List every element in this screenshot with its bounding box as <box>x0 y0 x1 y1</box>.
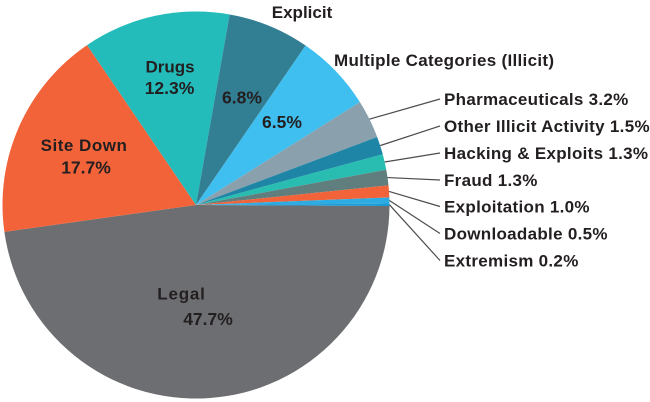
svg-text:Drugs: Drugs <box>145 58 194 77</box>
svg-text:6.8%: 6.8% <box>222 88 262 108</box>
svg-text:Other Illicit Activity 1.5%: Other Illicit Activity 1.5% <box>444 117 650 136</box>
svg-text:Legal: Legal <box>157 285 205 304</box>
svg-text:Pharmaceuticals 3.2%: Pharmaceuticals 3.2% <box>444 90 629 109</box>
svg-text:Extremism 0.2%: Extremism 0.2% <box>444 252 579 271</box>
svg-text:6.5%: 6.5% <box>262 112 302 132</box>
svg-text:Multiple Categories (Illicit): Multiple Categories (Illicit) <box>334 51 554 70</box>
svg-text:Downloadable 0.5%: Downloadable 0.5% <box>444 225 608 244</box>
svg-text:Hacking & Exploits 1.3%: Hacking & Exploits 1.3% <box>444 144 648 163</box>
svg-text:Explicit: Explicit <box>272 3 333 22</box>
svg-text:Site Down: Site Down <box>41 136 128 155</box>
svg-text:17.7%: 17.7% <box>61 158 111 178</box>
svg-text:12.3%: 12.3% <box>145 78 195 98</box>
svg-text:Fraud 1.3%: Fraud 1.3% <box>444 171 538 190</box>
svg-text:47.7%: 47.7% <box>183 309 233 329</box>
svg-text:Exploitation 1.0%: Exploitation 1.0% <box>444 198 590 217</box>
